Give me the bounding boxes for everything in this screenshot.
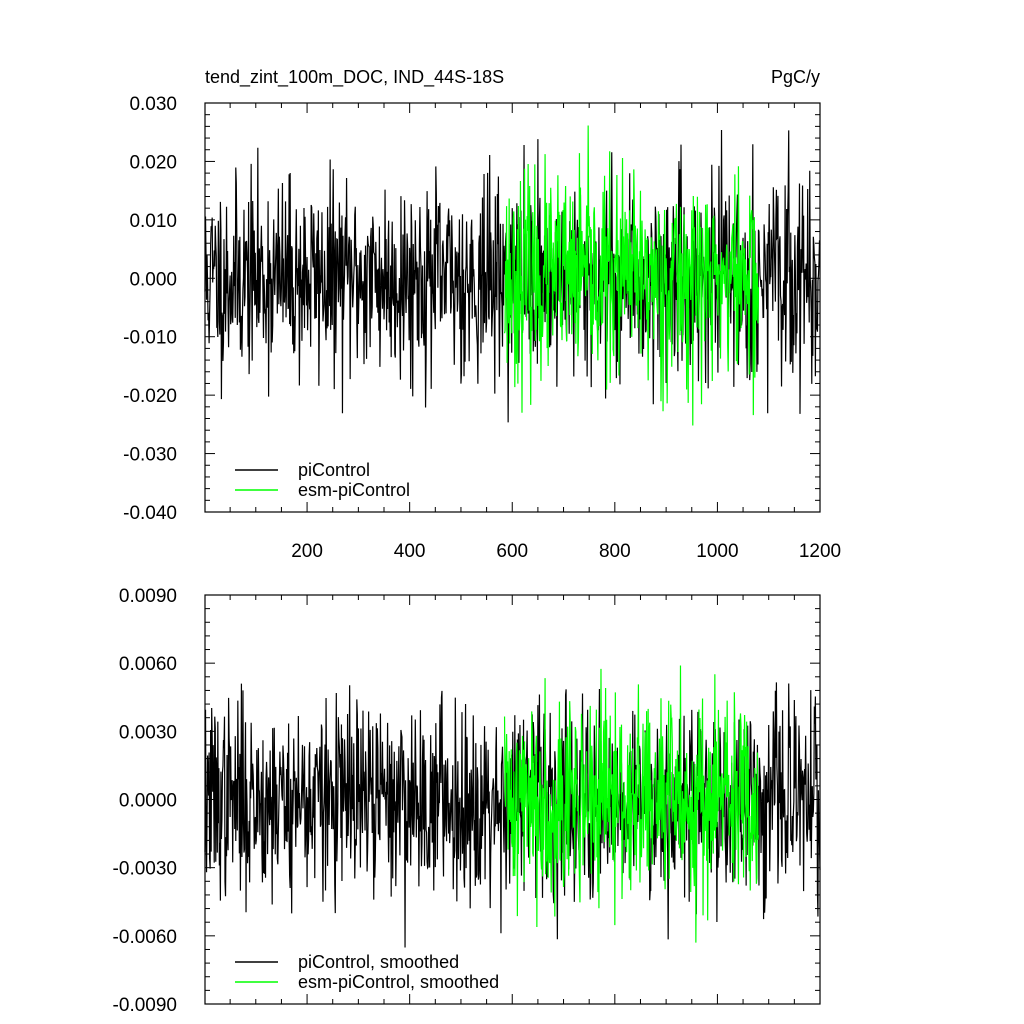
y-tick-label: -0.0060 — [113, 927, 177, 948]
y-tick-label: 0.030 — [129, 94, 177, 115]
y-tick-label: 0.0000 — [119, 791, 177, 812]
bottom-panel: -0.0090 -0.0060 -0.0030 0.0000 0.0030 0.0060 0… — [113, 586, 821, 1016]
x-tick-label: 600 — [496, 541, 528, 562]
y-tick-label: 0.020 — [129, 152, 177, 173]
units-label: PgC/y — [771, 67, 820, 87]
legend-label: esm-piControl, smoothed — [298, 972, 499, 992]
y-tick-label: -0.040 — [123, 503, 177, 524]
x-tick-label: 200 — [291, 541, 323, 562]
y-tick-label: -0.010 — [123, 328, 177, 349]
y-tick-label: 0.000 — [129, 269, 177, 290]
top-plot-frame — [204, 102, 821, 513]
top-series-lines — [204, 125, 821, 426]
y-tick-label: 0.010 — [129, 211, 177, 232]
chart-title: tend_zint_100m_DOC, IND_44S-18S — [205, 67, 504, 88]
top-axis-ticks: 200 400 600 800 1000 1200 -0.040 -0.030 -0.020 -0… — [123, 94, 841, 562]
x-tick-label: 1000 — [696, 541, 738, 562]
legend-label: esm-piControl — [298, 480, 410, 500]
x-tick-label: 1200 — [799, 541, 841, 562]
series-line-picontrol — [204, 682, 821, 948]
bottom-plot-frame — [204, 594, 821, 1005]
bottom-axis-ticks: -0.0090 -0.0060 -0.0030 0.0000 0.0030 0.0060 0… — [113, 586, 821, 1016]
y-tick-label: 0.0090 — [119, 586, 177, 607]
top-panel: tend_zint_100m_DOC, IND_44S-18S PgC/y 20… — [123, 67, 841, 562]
legend-label: piControl — [298, 460, 370, 480]
y-tick-label: -0.0030 — [113, 859, 177, 880]
legend-label: piControl, smoothed — [298, 952, 459, 972]
y-tick-label: 0.0030 — [119, 722, 177, 743]
x-tick-label: 800 — [599, 541, 631, 562]
series-line-esm-picontrol — [503, 125, 760, 426]
y-tick-label: 0.0060 — [119, 654, 177, 675]
y-tick-label: -0.0090 — [113, 995, 177, 1016]
y-tick-label: -0.030 — [123, 445, 177, 466]
bottom-series-lines — [204, 665, 821, 948]
x-tick-label: 400 — [394, 541, 426, 562]
series-line-esm-picontrol — [503, 665, 760, 943]
y-tick-label: -0.020 — [123, 386, 177, 407]
